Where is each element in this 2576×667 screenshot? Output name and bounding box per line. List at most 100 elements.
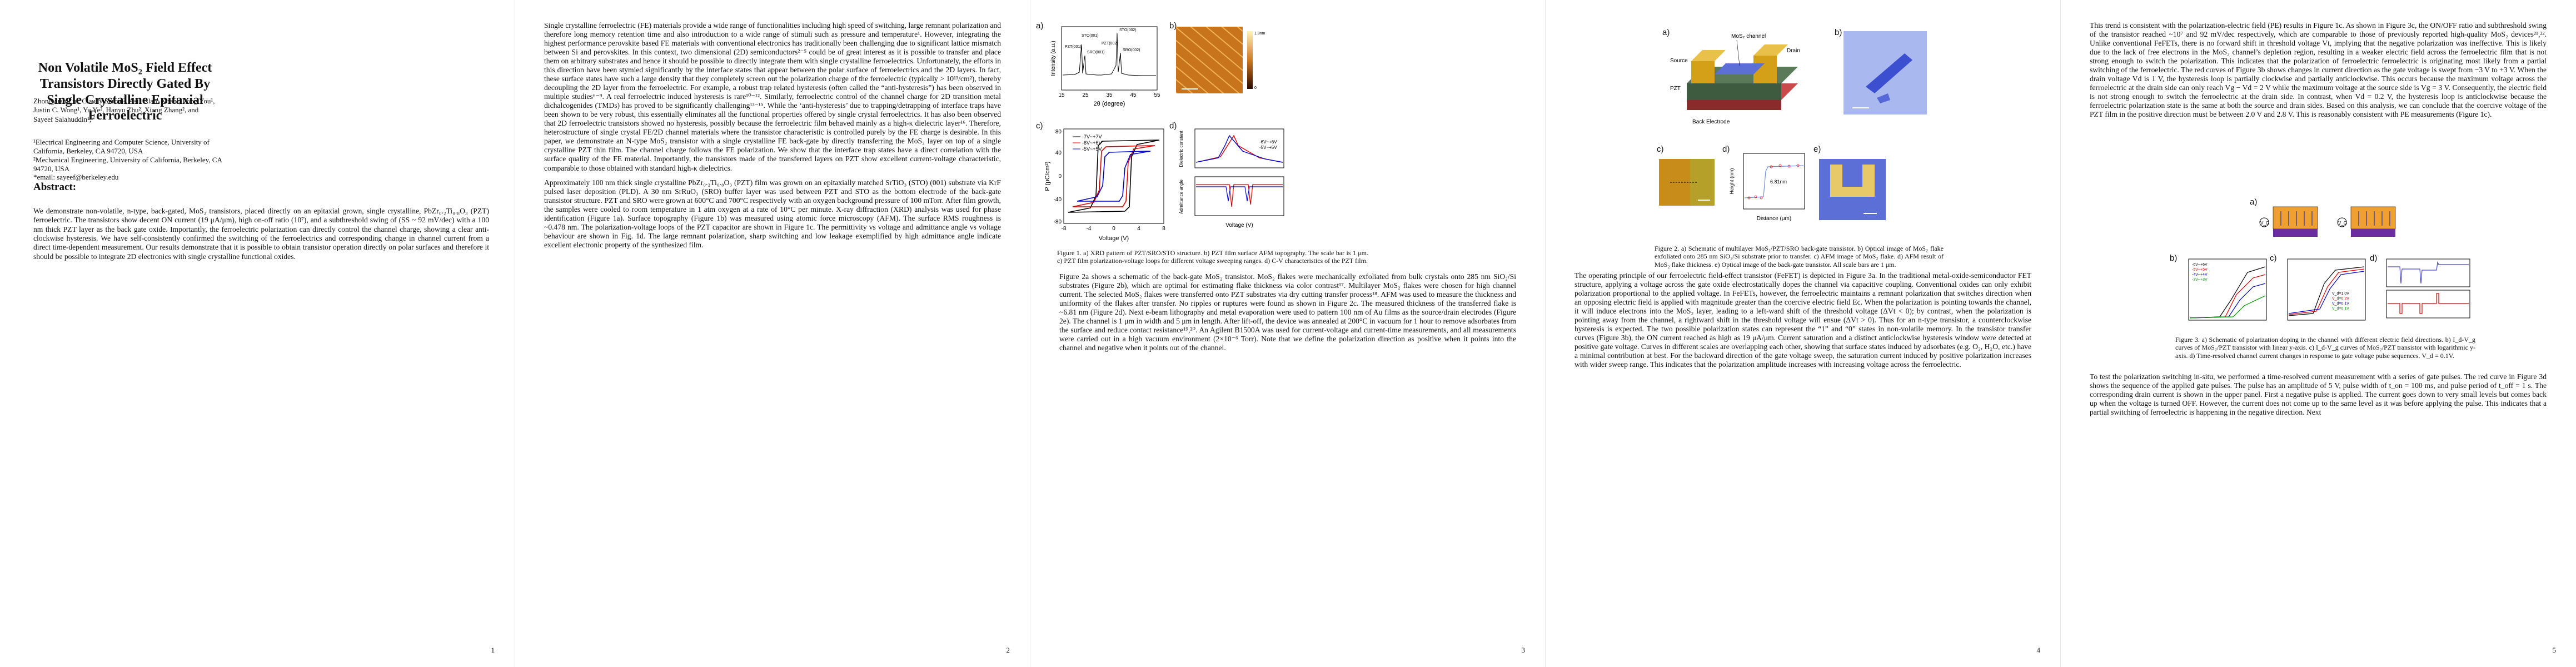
abstract-heading: Abstract: [33, 181, 77, 193]
tick-label: 0 [1112, 226, 1115, 232]
panel-label: c) [1036, 121, 1043, 131]
pv-loop [1068, 140, 1160, 213]
tick-label: 0 [1058, 173, 1062, 180]
x-axis-label: Voltage (V) [1099, 235, 1129, 242]
x-axis-label: Voltage (V) [1225, 222, 1253, 228]
tick-label: 15 [1058, 92, 1065, 98]
panel-label: a) [1036, 21, 1044, 31]
page-number: 3 [1521, 646, 1526, 654]
panel-label: d) [1722, 145, 1730, 154]
panel-label: b) [1835, 28, 1842, 37]
affiliation-2: ²Mechanical Engineering, University of C… [33, 155, 222, 173]
afm-image: 1.8nm 0 [1176, 27, 1265, 93]
tick-label: 4 [1137, 226, 1140, 232]
id-vg-log-plot: V_d=1.0V V_d=0.2V V_d=0.1V V_d=0.1V [2287, 258, 2366, 321]
body-text: Figure 2a shows a schematic of the back-… [1059, 272, 1516, 358]
afm-scale-max: 1.8nm [1254, 32, 1265, 36]
body-text: Single crystalline ferroelectric (FE) ma… [544, 21, 1001, 255]
panel-label: d) [2370, 253, 2378, 263]
tick-label: -80 [1054, 219, 1062, 225]
panel-label: c) [2270, 253, 2277, 263]
panel-label: b) [1169, 21, 1177, 31]
admittance-curve [1196, 186, 1283, 202]
xrd-peak-label: PZT(001) [1065, 45, 1082, 49]
xrd-peak-label: SRO(001) [1087, 51, 1105, 54]
page-3: a) STO(001) PZT(001) SRO(001) STO(002) P… [1030, 0, 1546, 667]
cv-curve [1195, 135, 1283, 163]
panel-label: d) [1169, 121, 1177, 131]
panel-label: c) [1657, 145, 1664, 154]
legend-entry: -5V~+5V [1259, 145, 1277, 150]
tick-label: 40 [1055, 150, 1062, 156]
paragraph: The operating principle of our ferroelec… [1575, 271, 2031, 369]
paragraph: This trend is consistent with the polari… [2090, 21, 2547, 119]
tick-label: 8 [1162, 226, 1165, 232]
xrd-peak-label: STO(001) [1082, 34, 1099, 38]
tick-label: 80 [1055, 129, 1062, 135]
y-axis-label: P (μC/cm²) [1044, 161, 1051, 191]
cv-plot: -6V~+6V -5V~+5V Dielectric constant Admi… [1179, 128, 1284, 228]
paragraph: Single crystalline ferroelectric (FE) ma… [544, 21, 1001, 172]
schematic-label: Back Electrode [1692, 119, 1730, 125]
step-height-label: 6.81nm [1770, 179, 1787, 185]
afm-flake-image [1659, 159, 1715, 206]
legend-entry: V_d=0.1V [2332, 302, 2349, 306]
optical-image-device [1819, 159, 1886, 220]
schematic-label: MoS₂ channel [1731, 33, 1766, 39]
transfer-curve [2288, 271, 2365, 314]
tick-label: -4 [1087, 226, 1092, 232]
page-4: a) MoS₂ channel Source Drain PZT Back El… [1546, 0, 2061, 667]
y-axis-label: Intensity (a.u.) [1050, 41, 1057, 76]
transfer-curve [2189, 295, 2266, 318]
corresponding-email: *email: sayeef@berkeley.edu [33, 173, 119, 182]
xrd-peak-label: SRO(002) [1123, 48, 1140, 52]
legend-entry: -5V~+5V [1082, 146, 1102, 152]
tick-label: -40 [1054, 197, 1062, 203]
affiliations: ¹Electrical Engineering and Computer Sci… [33, 138, 222, 182]
y-axis-label: Dielectric constant [1179, 131, 1184, 167]
legend-entry: V_d=0.1V [2332, 307, 2349, 311]
gate-pulse-trace [2388, 293, 2469, 314]
xrd-plot: STO(001) PZT(001) SRO(001) STO(002) PZT(… [1050, 26, 1160, 107]
xrd-peak-label: PZT(002) [1102, 42, 1118, 46]
pv-loop [1072, 145, 1155, 207]
panel-label: b) [2170, 253, 2178, 263]
page-5: This trend is consistent with the polari… [2061, 0, 2576, 667]
xrd-trace [1062, 33, 1156, 76]
paragraph: To test the polarization switching in-si… [2090, 372, 2547, 417]
abstract-text: We demonstrate non-volatile, n-type, bac… [33, 207, 489, 261]
xrd-peak-label: STO(002) [1119, 28, 1137, 32]
figure-3-caption: Figure 3. a) Schematic of polarization d… [2175, 336, 2475, 360]
pv-legend: -7V~+7V -6V~+6V -5V~+5V [1073, 134, 1102, 152]
y-axis-label: Height (nm) [1729, 168, 1735, 194]
paragraph: Approximately 100 nm thick single crysta… [544, 178, 1001, 249]
page-number: 1 [491, 646, 495, 654]
page-1: Non Volatile MoS₂ Field Effect Transisto… [0, 0, 515, 667]
figure-2-caption: Figure 2. a) Schematic of multilayer MoS… [1655, 245, 1944, 268]
author-list: Zhongyuan Lu¹, Claudy Serrao², Asif Isla… [33, 97, 215, 123]
y-axis-label: Admittance angle [1179, 180, 1184, 214]
transfer-curve [2288, 266, 2365, 316]
current-trace [2388, 261, 2469, 284]
current-time-plot [2386, 258, 2470, 318]
gate-voltage-label: V_G [2260, 221, 2269, 226]
panel-label: e) [1813, 145, 1821, 154]
schematic-label: Source [1670, 58, 1688, 64]
tick-label: 45 [1130, 92, 1137, 98]
figure-1-caption: Figure 1. a) XRD pattern of PZT/SRO/STO … [1057, 249, 1368, 265]
device-schematic: MoS₂ channel Source Drain PZT Back Elect… [1670, 33, 1800, 125]
schematic-label: PZT [1670, 86, 1681, 92]
schematic-label: Drain [1787, 48, 1800, 54]
panel-label: a) [1662, 28, 1670, 37]
page-number: 5 [2552, 646, 2557, 654]
tick-label: 25 [1082, 92, 1089, 98]
legend-entry: -4V~+4V [2192, 273, 2208, 277]
affiliation-1: ¹Electrical Engineering and Computer Sci… [33, 138, 210, 155]
gate-voltage-label: V_G [2338, 221, 2347, 226]
pv-loop [1077, 151, 1151, 202]
legend-entry: -5V~+5V [2192, 268, 2208, 272]
tick-label: -8 [1062, 226, 1067, 232]
admittance-curve [1196, 184, 1283, 207]
legend-entry: -6V~+6V [1259, 140, 1277, 145]
tick-label: 35 [1106, 92, 1113, 98]
